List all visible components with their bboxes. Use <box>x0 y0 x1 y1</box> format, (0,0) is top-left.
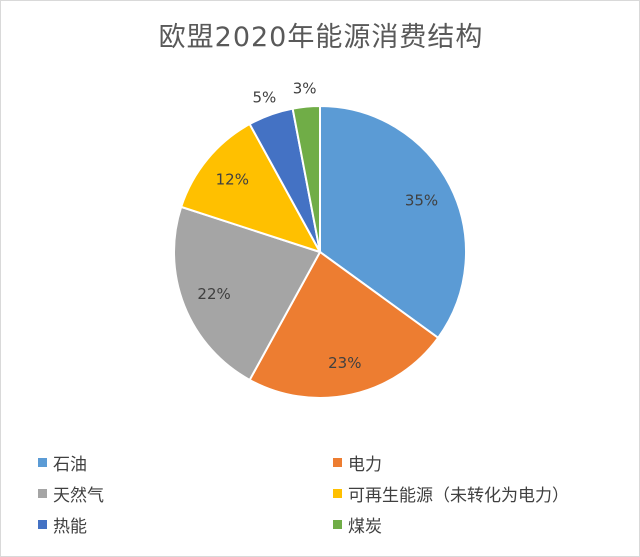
pie-data-label-2: 23% <box>328 354 361 372</box>
pie-slice-6 <box>291 104 321 253</box>
pie-data-label-4: 12% <box>216 170 249 188</box>
pie-slice-1 <box>319 104 467 340</box>
pie-data-label-5: 5% <box>253 89 277 107</box>
chart-title: 欧盟2020年能源消费结构 <box>158 22 484 53</box>
pie-data-label-6: 3% <box>293 80 317 98</box>
pie-data-label-3: 22% <box>197 285 230 303</box>
pie-slice-2 <box>248 250 440 399</box>
pie-data-label-1: 35% <box>405 191 438 209</box>
pie-slice-3 <box>173 205 322 382</box>
pie-slice-4 <box>179 122 323 254</box>
